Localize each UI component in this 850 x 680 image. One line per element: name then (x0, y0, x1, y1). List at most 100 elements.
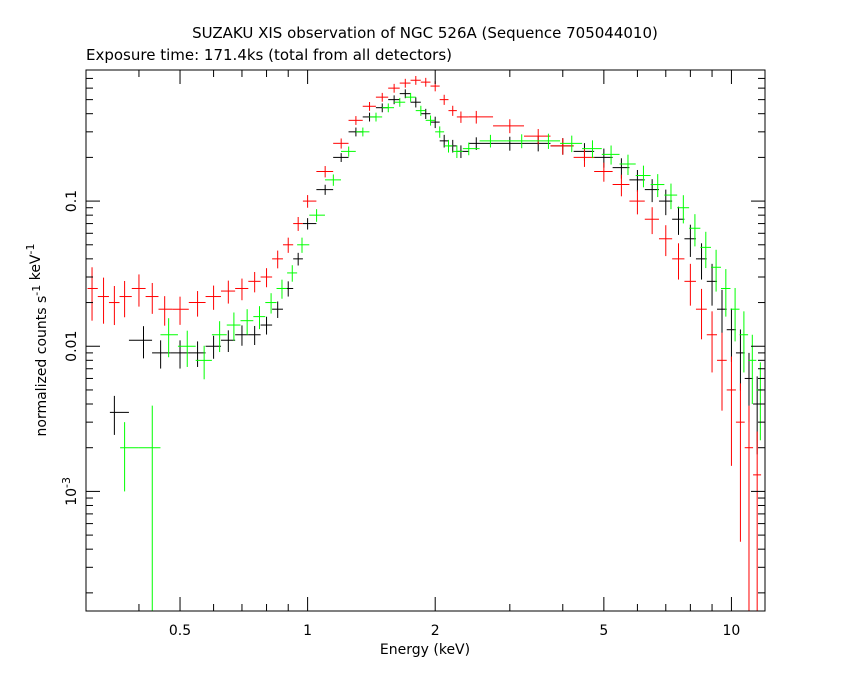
data-point (302, 218, 317, 230)
data-point (439, 134, 449, 148)
data-point (430, 116, 440, 129)
data-point (170, 340, 189, 369)
data-point (272, 250, 283, 269)
data-point (535, 133, 561, 149)
data-point (276, 279, 288, 299)
data-point (594, 162, 613, 182)
data-point (650, 174, 665, 198)
data-point (235, 325, 249, 346)
data-point (468, 110, 494, 124)
data-point (601, 145, 620, 165)
x-tick-label: 5 (599, 623, 608, 639)
y-tick-label: 10-3 (60, 477, 80, 506)
chart-subtitle: Exposure time: 171.4ks (total from all d… (86, 46, 452, 64)
data-point (629, 169, 645, 192)
data-point (348, 116, 363, 125)
data-point (152, 340, 171, 369)
data-point (700, 231, 711, 269)
data-point (265, 293, 277, 314)
data-point (253, 306, 266, 330)
data-point (87, 267, 98, 321)
data-point (97, 277, 109, 324)
series-1 (87, 75, 762, 611)
data-point (644, 207, 659, 235)
data-point (524, 136, 551, 152)
data-layer (87, 75, 763, 611)
x-tick-label: 10 (723, 623, 741, 639)
data-point (706, 311, 718, 373)
data-point (468, 137, 494, 150)
data-point (573, 149, 595, 167)
data-point (405, 92, 416, 102)
data-point (720, 269, 731, 317)
data-point (635, 165, 651, 188)
data-point (172, 296, 189, 325)
data-point (333, 138, 349, 149)
x-tick-label: 2 (431, 623, 440, 639)
data-point (684, 263, 696, 306)
data-point (493, 136, 525, 151)
data-point (293, 252, 303, 266)
data-point (735, 383, 745, 542)
data-point (302, 195, 317, 208)
data-point (420, 108, 431, 119)
data-point (415, 105, 426, 116)
axes-layer: 0.5 1 2 5 10 0.1 0.01 10-3 (60, 70, 765, 639)
data-point (744, 405, 754, 611)
data-point (456, 111, 469, 123)
data-point (735, 329, 745, 391)
data-point (726, 356, 736, 466)
data-point (448, 105, 457, 116)
data-point (205, 335, 221, 359)
data-point (260, 316, 273, 335)
data-point (710, 249, 721, 292)
plot-frame (85, 69, 766, 612)
data-point (128, 326, 153, 359)
data-point (119, 280, 132, 318)
data-point (658, 225, 673, 257)
data-point (235, 278, 249, 301)
y-axis-label: normalized counts s-1 keV-1 (24, 244, 50, 437)
data-point (695, 288, 707, 340)
data-point (524, 129, 551, 145)
data-point (287, 265, 298, 282)
data-point (462, 142, 480, 156)
data-point (619, 154, 636, 176)
data-point (425, 115, 436, 126)
y-tick-label: 0.01 (64, 331, 80, 362)
data-point (739, 311, 749, 373)
y-tick-label: 0.1 (64, 190, 80, 212)
data-point (629, 190, 645, 215)
data-point (369, 112, 383, 122)
data-point (248, 325, 261, 345)
data-point (355, 127, 370, 137)
data-point (695, 243, 707, 280)
data-point (272, 301, 283, 318)
data-point (220, 330, 236, 352)
data-point (260, 268, 273, 288)
data-point (309, 209, 325, 222)
data-point (550, 138, 574, 155)
data-point (420, 77, 431, 87)
data-point (220, 280, 236, 304)
data-point (410, 75, 421, 85)
data-point (341, 146, 356, 157)
data-point (677, 195, 690, 224)
data-point (444, 139, 453, 153)
data-point (753, 431, 762, 611)
data-point (506, 134, 536, 149)
data-point (435, 126, 445, 138)
data-point (297, 237, 310, 253)
data-point (388, 83, 400, 93)
data-point (612, 174, 630, 197)
x-tick-label: 1 (303, 623, 312, 639)
data-point (573, 143, 595, 161)
data-point (188, 291, 206, 317)
data-point (293, 216, 303, 231)
series-0 (109, 89, 762, 455)
data-point (195, 345, 212, 380)
data-point (689, 214, 701, 247)
data-point (730, 287, 740, 342)
data-point (316, 184, 334, 195)
data-point (410, 97, 421, 108)
